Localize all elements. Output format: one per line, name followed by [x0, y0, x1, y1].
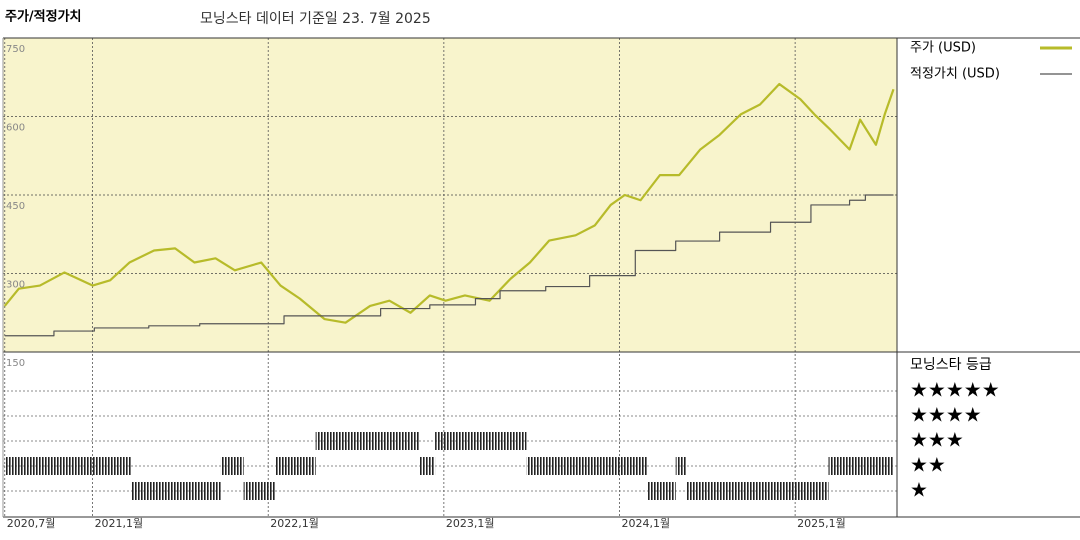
chart-title: 주가/적정가치: [5, 9, 82, 25]
chart-subtitle: 모닝스타 데이터 기준일 23. 7월 2025: [200, 11, 431, 27]
x-tick-label: 2024,1월: [621, 517, 670, 530]
y-tick-label: 600: [6, 123, 25, 134]
rating-period: [275, 457, 316, 475]
rating-period: [435, 432, 527, 450]
marks: [3, 82, 895, 500]
frame: [2, 37, 1080, 518]
y-tick-label: 150: [6, 358, 25, 369]
series-line: [3, 82, 895, 324]
rating-label: ★★★: [910, 428, 964, 452]
rating-label: ★: [910, 478, 928, 502]
x-tick-label: 2023,1월: [446, 517, 495, 530]
y-tick-label: 750: [6, 44, 25, 55]
rating-period: [647, 482, 676, 500]
rating-title: 모닝스타 등급: [910, 357, 992, 373]
rating-period: [419, 457, 436, 475]
y-tick-label: 450: [6, 201, 25, 212]
series-line: [4, 194, 894, 337]
x-tick-label: 2020,7월: [7, 517, 56, 530]
x-tick-label: 2022,1월: [270, 517, 319, 530]
rating-period: [131, 482, 221, 500]
y-tick-label: 300: [6, 280, 25, 291]
rating-period: [220, 457, 244, 475]
rating-label: ★★: [910, 453, 946, 477]
rating-period: [828, 457, 894, 475]
rating-period: [526, 457, 648, 475]
rating-period: [243, 482, 276, 500]
rating-period: [686, 482, 829, 500]
legend-label: 적정가치 (USD): [910, 67, 1000, 82]
rating-period: [675, 457, 687, 475]
x-tick-label: 2021,1월: [95, 517, 144, 530]
rating-period: [315, 432, 420, 450]
rating-label: ★★★★: [910, 403, 982, 427]
legend-label: 주가 (USD): [910, 41, 976, 56]
rating-label: ★★★★★: [910, 378, 1000, 402]
rating-period: [4, 457, 132, 475]
x-tick-label: 2025,1월: [797, 517, 846, 530]
grid: [3, 38, 897, 517]
